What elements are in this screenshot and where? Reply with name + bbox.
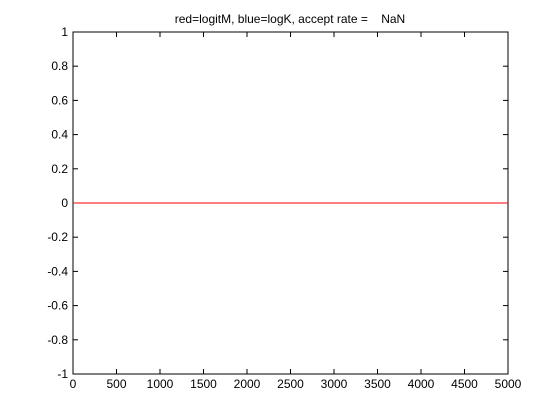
x-tick-label: 500: [106, 377, 126, 391]
x-tick-label: 2000: [234, 377, 261, 391]
chart-title: red=logitM, blue=logK, accept rate = NaN: [175, 12, 405, 26]
x-tick-label: 2500: [277, 377, 304, 391]
x-tick-label: 5000: [495, 377, 522, 391]
y-tick-label: -1: [57, 367, 68, 381]
x-tick-label: 3500: [364, 377, 391, 391]
y-tick-label: 0.8: [51, 59, 68, 73]
y-tick-label: 0.4: [51, 128, 68, 142]
x-tick-label: 3000: [321, 377, 348, 391]
y-tick-label: 0: [61, 196, 68, 210]
x-tick-label: 1500: [190, 377, 217, 391]
y-tick-label: 0.6: [51, 93, 68, 107]
y-tick-label: -0.8: [47, 333, 68, 347]
x-tick-label: 4500: [451, 377, 478, 391]
x-tick-label: 4000: [408, 377, 435, 391]
y-tick-label: -0.4: [47, 264, 68, 278]
y-tick-label: 0.2: [51, 162, 68, 176]
y-tick-label: -0.6: [47, 299, 68, 313]
y-tick-label: 1: [61, 25, 68, 39]
y-tick-label: -0.2: [47, 230, 68, 244]
x-tick-label: 0: [70, 377, 77, 391]
x-tick-label: 1000: [147, 377, 174, 391]
tick-labels: 0 500 1000 1500 2000 2500 3000 3500 4000 4500 5000…: [47, 25, 521, 391]
